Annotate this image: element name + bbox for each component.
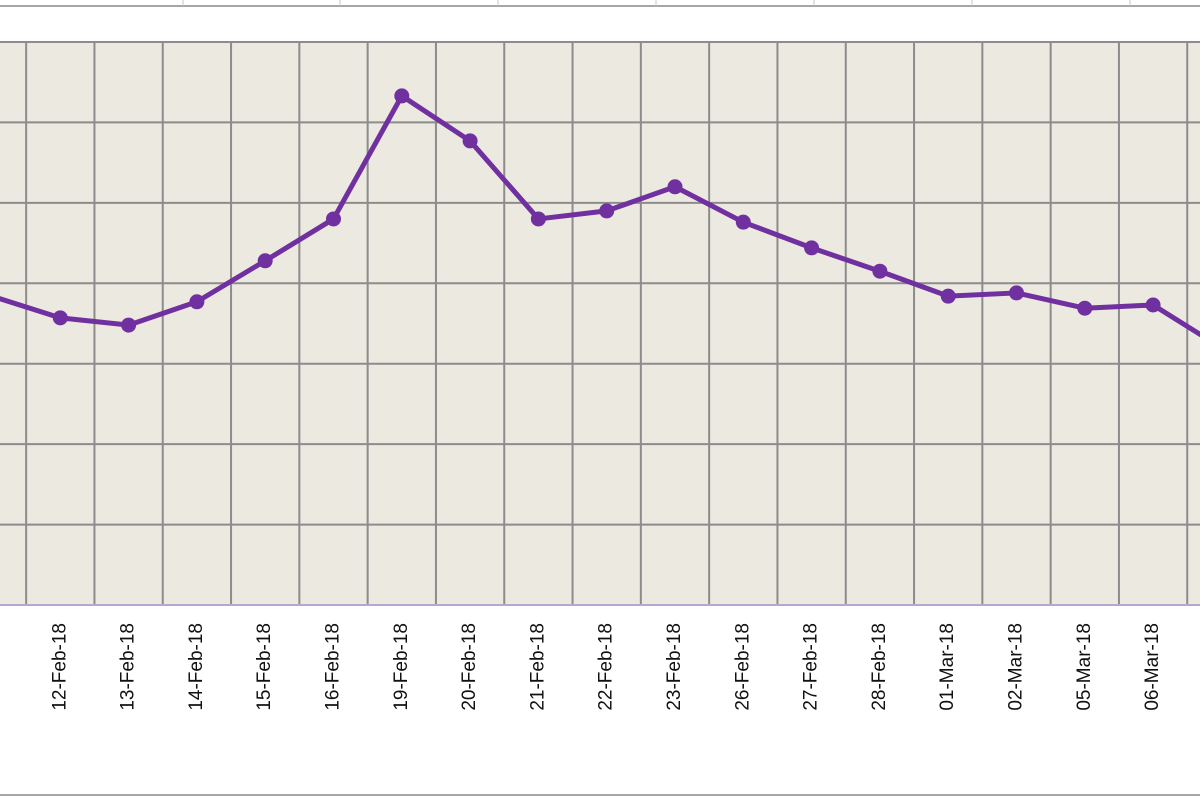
x-tick-label: 15-Feb-18 — [254, 623, 275, 711]
x-tick-label: 21-Feb-18 — [527, 623, 548, 711]
x-tick-label: 05-Mar-18 — [1074, 623, 1095, 711]
data-point — [326, 211, 341, 227]
data-point — [667, 179, 683, 195]
data-point — [257, 253, 273, 269]
x-tick-label: 26-Feb-18 — [732, 623, 753, 711]
data-point — [52, 310, 68, 326]
data-point — [1009, 285, 1024, 301]
data-point — [394, 88, 410, 104]
sheet-column-marks — [182, 0, 1131, 6]
x-tick-label: 19-Feb-18 — [391, 623, 412, 711]
x-tick-label: 22-Feb-18 — [596, 623, 617, 711]
data-point — [1145, 297, 1161, 313]
x-tick-label: 09-Feb-18 — [0, 623, 2, 711]
x-tick-label: 16-Feb-18 — [323, 623, 344, 711]
data-point — [530, 211, 546, 227]
x-tick-label: 14-Feb-18 — [186, 623, 207, 711]
x-tick-label: 12-Feb-18 — [49, 623, 70, 711]
x-tick-label: 02-Mar-18 — [1006, 623, 1027, 711]
data-point — [121, 317, 137, 333]
x-tick-label: 20-Feb-18 — [459, 623, 480, 711]
data-point — [1077, 300, 1093, 316]
x-tick-label: 01-Mar-18 — [937, 623, 958, 711]
data-point — [804, 240, 820, 256]
plot-area — [0, 42, 1200, 605]
x-tick-label: 27-Feb-18 — [801, 623, 822, 711]
x-tick-label: 06-Mar-18 — [1142, 623, 1163, 711]
data-point — [599, 203, 615, 219]
data-point — [872, 263, 888, 279]
data-point — [462, 133, 478, 149]
data-point — [189, 294, 205, 310]
x-tick-label: 28-Feb-18 — [869, 623, 890, 711]
x-tick-label: 23-Feb-18 — [664, 623, 685, 711]
x-tick-label: 13-Feb-18 — [118, 623, 139, 711]
data-point — [735, 214, 751, 230]
data-point — [940, 288, 956, 304]
